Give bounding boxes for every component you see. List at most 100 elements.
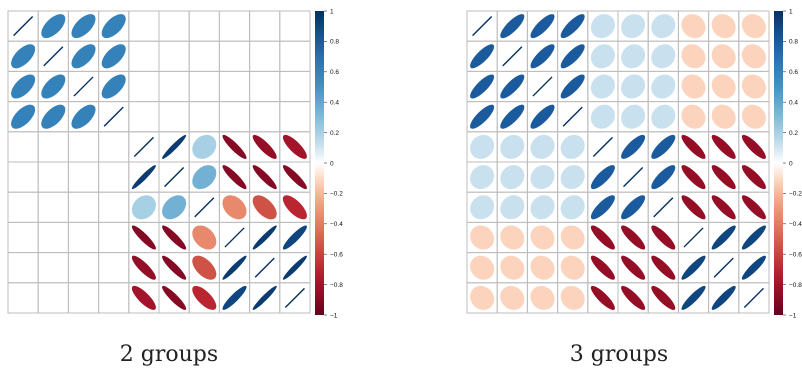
colorbar-tick-label: 1 <box>789 8 793 15</box>
correlation-ellipse <box>560 225 585 250</box>
correlation-ellipse <box>282 74 307 99</box>
correlation-ellipse <box>500 104 525 129</box>
colorbar-tick-label: −0.2 <box>330 191 343 198</box>
correlation-ellipse <box>192 44 217 69</box>
correlation-ellipse <box>282 134 307 159</box>
correlation-ellipse <box>621 74 646 99</box>
correlation-ellipse <box>71 285 96 310</box>
diagonal-mark <box>592 136 613 157</box>
correlation-ellipse <box>131 74 156 99</box>
colorbar-tick-label: 0.8 <box>789 39 798 46</box>
correlation-ellipse <box>71 255 96 280</box>
correlation-ellipse <box>11 225 36 250</box>
correlation-ellipse <box>741 165 766 190</box>
correlation-ellipse <box>162 74 187 99</box>
correlation-ellipse <box>11 44 36 69</box>
correlation-ellipse <box>131 225 156 250</box>
colorbar-tick-label: 0 <box>789 160 793 167</box>
correlation-ellipse <box>282 14 307 39</box>
colorbar-tick-label: −0.6 <box>789 252 802 259</box>
colorbar-tick-label: −0.6 <box>330 252 343 259</box>
correlation-ellipse <box>741 44 766 69</box>
correlation-ellipse <box>71 14 96 39</box>
correlation-ellipse <box>681 165 706 190</box>
colorbar-tick-label: 0.6 <box>789 69 798 76</box>
correlation-ellipse <box>41 134 66 159</box>
correlation-ellipse <box>101 134 126 159</box>
correlation-ellipse <box>162 44 187 69</box>
correlation-ellipse <box>621 195 646 220</box>
correlation-ellipse <box>282 225 307 250</box>
diagonal-mark <box>653 197 674 218</box>
correlation-ellipse <box>192 165 217 190</box>
correlation-ellipse <box>252 165 277 190</box>
correlation-ellipse <box>41 14 66 39</box>
correlation-ellipse <box>101 14 126 39</box>
diagonal-mark <box>164 167 185 188</box>
correlation-ellipse <box>621 255 646 280</box>
correlation-ellipse <box>131 255 156 280</box>
correlation-ellipse <box>530 225 555 250</box>
correlation-ellipse <box>711 165 736 190</box>
correlation-ellipse <box>681 134 706 159</box>
correlation-ellipse <box>711 44 736 69</box>
diagonal-mark <box>73 76 94 97</box>
correlation-ellipse <box>741 134 766 159</box>
correlation-ellipse <box>470 74 495 99</box>
diagonal-mark <box>743 287 764 308</box>
correlation-ellipse <box>681 14 706 39</box>
correlation-ellipse <box>222 285 247 310</box>
correlation-ellipse <box>222 44 247 69</box>
correlation-ellipse <box>41 195 66 220</box>
correlation-ellipse <box>560 285 585 310</box>
correlation-ellipse <box>71 225 96 250</box>
correlation-ellipse <box>681 285 706 310</box>
correlation-ellipse <box>651 225 676 250</box>
correlation-ellipse <box>530 195 555 220</box>
correlation-ellipse <box>711 225 736 250</box>
correlation-ellipse <box>101 195 126 220</box>
correlation-ellipse <box>192 104 217 129</box>
correlation-ellipse <box>282 165 307 190</box>
correlation-ellipse <box>590 285 615 310</box>
correlation-ellipse <box>101 285 126 310</box>
panel-2-groups: 1 0.8 0.6 0.4 0.2 0 −0.2 −0.4 −0.6 −0.8 −1 <box>7 8 343 319</box>
diagonal-mark <box>683 227 704 248</box>
correlation-ellipse <box>131 14 156 39</box>
correlation-ellipse <box>282 195 307 220</box>
correlation-ellipse <box>530 134 555 159</box>
correlation-ellipse <box>681 104 706 129</box>
correlation-ellipse <box>11 285 36 310</box>
correlation-ellipse <box>41 285 66 310</box>
correlation-ellipse <box>222 14 247 39</box>
correlation-ellipse <box>192 74 217 99</box>
correlation-ellipse <box>500 285 525 310</box>
correlation-ellipse <box>470 225 495 250</box>
correlation-ellipse <box>41 165 66 190</box>
colorbar-tick-label: 0.4 <box>789 100 798 107</box>
correlation-ellipse <box>681 44 706 69</box>
correlation-ellipse <box>222 104 247 129</box>
correlation-ellipse <box>560 195 585 220</box>
correlation-ellipse <box>590 225 615 250</box>
correlation-ellipse <box>470 255 495 280</box>
correlation-ellipse <box>162 195 187 220</box>
correlation-ellipse <box>590 74 615 99</box>
correlation-ellipse <box>470 44 495 69</box>
correlation-ellipse <box>681 255 706 280</box>
correlation-ellipse <box>560 134 585 159</box>
correlation-ellipse <box>590 44 615 69</box>
diagonal-mark <box>194 197 215 218</box>
caption-3-groups: 3 groups <box>570 342 668 367</box>
correlation-ellipse <box>470 104 495 129</box>
correlation-ellipse <box>71 165 96 190</box>
correlation-ellipse <box>590 195 615 220</box>
diagonal-mark <box>43 46 64 67</box>
correlation-ellipse <box>621 225 646 250</box>
correlation-ellipse <box>651 165 676 190</box>
correlation-ellipse <box>711 195 736 220</box>
correlation-ellipse <box>131 44 156 69</box>
correlation-ellipse <box>741 14 766 39</box>
correlation-ellipse <box>41 225 66 250</box>
